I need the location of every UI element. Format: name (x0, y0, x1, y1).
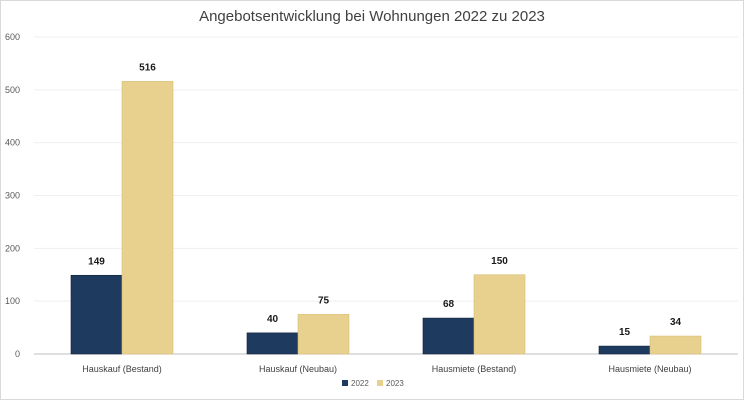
data-label-2023-3: 34 (670, 317, 682, 328)
category-label: Hauskauf (Neubau) (259, 364, 337, 374)
category-label: Hauskauf (Bestand) (82, 364, 162, 374)
legend-swatch-2022 (342, 380, 348, 386)
bar-2022-0 (70, 274, 123, 355)
y-tick-label: 100 (5, 296, 20, 306)
category-label: Hausmiete (Neubau) (608, 364, 691, 374)
data-labels: 149 516 40 75 68 150 15 34 (88, 62, 681, 338)
data-label-2023-0: 516 (139, 62, 156, 73)
legend-label-2022: 2022 (351, 379, 369, 388)
bar-2023-3 (649, 335, 702, 355)
legend: 2022 2023 (342, 379, 404, 388)
bar-2023-2 (473, 274, 526, 355)
y-tick-label: 500 (5, 85, 20, 95)
data-label-2022-0: 149 (88, 256, 105, 267)
category-labels: Hauskauf (Bestand) Hauskauf (Neubau) Hausm… (82, 364, 691, 374)
bar-2023-1 (297, 314, 350, 355)
data-label-2023-1: 75 (318, 295, 330, 306)
y-tick-label: 0 (15, 349, 20, 359)
bar-2022-3 (598, 345, 651, 355)
y-tick-label: 200 (5, 243, 20, 253)
bars (70, 81, 702, 355)
y-axis-ticks: 0 100 200 300 400 500 600 (5, 32, 20, 359)
data-label-2023-2: 150 (491, 256, 508, 267)
category-label: Hausmiete (Bestand) (432, 364, 517, 374)
y-tick-label: 600 (5, 32, 20, 42)
bar-2022-2 (422, 317, 475, 355)
data-label-2022-3: 15 (619, 327, 631, 338)
data-label-2022-2: 68 (443, 299, 455, 310)
legend-label-2023: 2023 (386, 379, 404, 388)
bar-2022-1 (246, 332, 299, 355)
bar-2023-0 (121, 81, 174, 355)
y-tick-label: 300 (5, 191, 20, 201)
data-label-2022-1: 40 (267, 314, 279, 325)
legend-swatch-2023 (377, 380, 383, 386)
y-tick-label: 400 (5, 138, 20, 148)
chart-title: Angebotsentwicklung bei Wohnungen 2022 z… (199, 8, 545, 25)
